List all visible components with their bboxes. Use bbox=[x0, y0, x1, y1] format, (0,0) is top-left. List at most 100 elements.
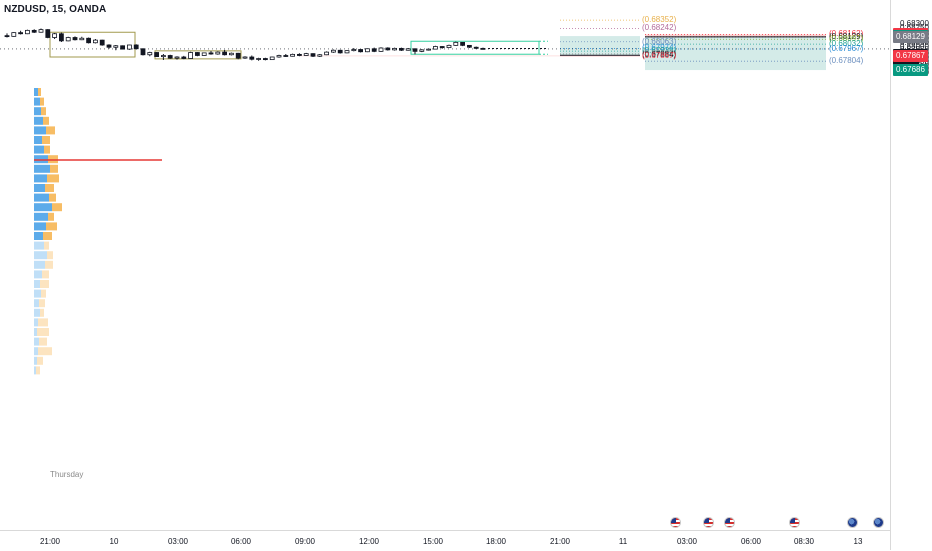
candle-body bbox=[466, 44, 472, 48]
candle-body bbox=[93, 39, 98, 44]
fib-level-label: (0.68129) bbox=[829, 31, 864, 41]
nz-flag-icon[interactable] bbox=[873, 517, 884, 528]
volume-profile-bar bbox=[34, 203, 52, 212]
entry-zone-highlight bbox=[560, 55, 640, 57]
tp-zone-right bbox=[645, 36, 826, 71]
candlestick-chart[interactable] bbox=[0, 0, 890, 530]
candle-body bbox=[473, 46, 479, 49]
fib-level-label: (0.67867) bbox=[642, 51, 677, 61]
us-flag-icon[interactable] bbox=[703, 517, 714, 528]
time-tick-label: 06:00 bbox=[230, 537, 252, 546]
symbol-title[interactable]: NZDUSD, 15, OANDA bbox=[4, 4, 107, 15]
volume-profile-bar bbox=[38, 318, 48, 327]
volume-profile-bar bbox=[50, 164, 58, 173]
time-axis[interactable]: 21:00 10 03:00 06:00 09:00 12:00 15:00 18:00 21:… bbox=[0, 530, 890, 551]
volume-profile-bar bbox=[42, 270, 49, 279]
candle-body bbox=[351, 49, 357, 52]
volume-profile-bar bbox=[34, 270, 42, 279]
candle-body bbox=[11, 32, 17, 37]
candle-body bbox=[337, 49, 343, 54]
candle-body bbox=[235, 52, 241, 59]
time-tick-label: 13 bbox=[853, 537, 863, 546]
volume-profile-bar bbox=[42, 136, 50, 144]
candle-body bbox=[154, 52, 160, 58]
volume-profile-bar bbox=[52, 203, 62, 212]
volume-profile-bar bbox=[39, 337, 47, 346]
volume-profile-bar bbox=[34, 107, 41, 116]
time-tick-label: 06:00 bbox=[740, 537, 762, 546]
volume-profile-bar bbox=[41, 107, 46, 116]
candle-body bbox=[378, 47, 384, 52]
price-axis[interactable]: 0.683000.682500.682000.681500.681000.680… bbox=[890, 0, 932, 550]
candle-body bbox=[201, 52, 207, 56]
volume-profile-bar bbox=[34, 299, 39, 308]
volume-profile-bar bbox=[43, 232, 52, 240]
volume-profile-bar bbox=[34, 155, 48, 164]
candle-body bbox=[194, 52, 200, 56]
volume-profile-bar bbox=[34, 241, 44, 250]
candle-body bbox=[188, 52, 194, 59]
volume-profile-bar bbox=[48, 155, 58, 164]
candle-body bbox=[392, 47, 398, 51]
candle-body bbox=[480, 47, 486, 50]
time-tick-label: 21:00 bbox=[39, 537, 61, 546]
candle-body bbox=[317, 54, 323, 57]
range-box bbox=[410, 40, 540, 55]
volume-profile-bar bbox=[47, 251, 53, 260]
volume-profile-bar bbox=[34, 145, 44, 154]
time-tick-label: 12:00 bbox=[358, 537, 380, 546]
volume-profile-bar bbox=[34, 328, 37, 336]
candle-body bbox=[283, 55, 289, 57]
volume-profile-bar bbox=[34, 212, 48, 221]
price-tag: 0.67867 bbox=[893, 50, 928, 63]
candle-body bbox=[290, 53, 296, 57]
volume-profile-bar bbox=[34, 337, 39, 346]
time-tick-label: 15:00 bbox=[422, 537, 444, 546]
candle-body bbox=[310, 53, 316, 57]
candle-body bbox=[72, 37, 78, 41]
fib-level-label: (0.68063) bbox=[642, 36, 677, 46]
fib-level-label: (0.67902) bbox=[642, 48, 677, 58]
volume-profile-bar bbox=[43, 116, 49, 125]
candle-body bbox=[446, 44, 452, 49]
candle-body bbox=[38, 29, 44, 33]
volume-profile-bar bbox=[36, 366, 40, 375]
volume-profile-bar bbox=[41, 289, 46, 298]
fib-level-label: (0.68352) bbox=[642, 15, 677, 25]
candle-body bbox=[460, 41, 466, 46]
candle-body bbox=[453, 41, 459, 46]
candle-body bbox=[412, 48, 418, 52]
chart-area[interactable]: NZDUSD, 15, OANDA Thursday (0.68352) (0.6… bbox=[0, 0, 890, 530]
candle-body bbox=[385, 47, 391, 51]
candle-body bbox=[358, 49, 364, 53]
time-tick-label: 03:00 bbox=[167, 537, 189, 546]
volume-profile-bar bbox=[34, 232, 43, 240]
candle-body bbox=[52, 33, 57, 38]
volume-profile-bar bbox=[34, 280, 40, 288]
candle-body bbox=[99, 39, 105, 46]
us-flag-icon[interactable] bbox=[789, 517, 800, 528]
volume-profile-bar bbox=[37, 328, 49, 336]
candle-body bbox=[405, 48, 411, 51]
fib-level-label: (0.68242) bbox=[642, 23, 677, 33]
volume-profile-bar bbox=[49, 193, 56, 202]
candle-body bbox=[256, 58, 262, 60]
fib-level-label: (0.68032) bbox=[829, 39, 864, 49]
candle-body bbox=[167, 55, 173, 59]
fib-level-label: (0.68097) bbox=[829, 34, 864, 44]
entry-zone bbox=[300, 55, 640, 57]
fib-level-label: (0.67884) bbox=[642, 50, 677, 60]
volume-profile-bar bbox=[34, 260, 45, 269]
candle-body bbox=[344, 50, 350, 54]
nz-flag-icon[interactable] bbox=[847, 517, 858, 528]
candle-body bbox=[113, 45, 119, 48]
candle-body bbox=[276, 55, 282, 58]
price-tick-label: 0.68300 bbox=[900, 19, 929, 28]
volume-profile-bar bbox=[45, 184, 54, 192]
fib-level-label: (0.67804) bbox=[829, 56, 864, 66]
us-flag-icon[interactable] bbox=[724, 517, 735, 528]
us-flag-icon[interactable] bbox=[670, 517, 681, 528]
time-tick-label: 08:30 bbox=[793, 537, 815, 546]
volume-profile-bar bbox=[34, 356, 37, 365]
time-tick-label: 03:00 bbox=[676, 537, 698, 546]
